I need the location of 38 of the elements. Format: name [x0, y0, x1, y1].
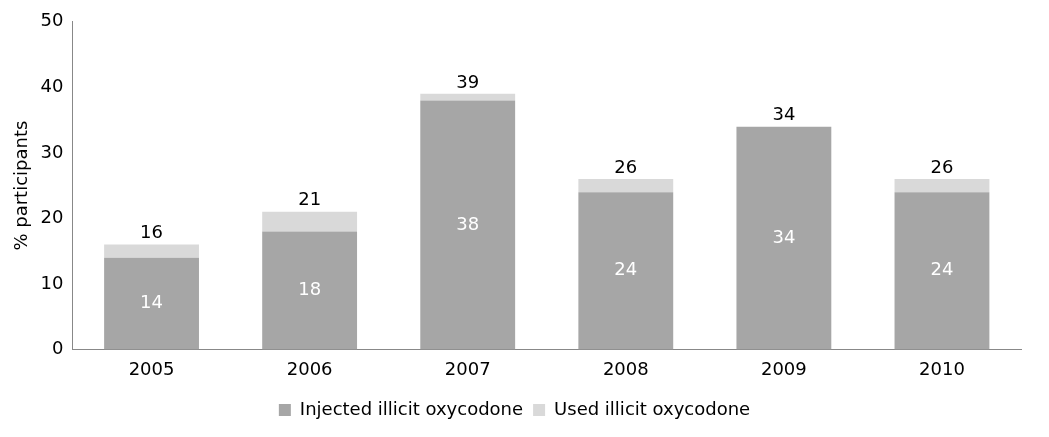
bar	[894, 179, 990, 193]
data-label: 24	[614, 258, 638, 280]
y-axis-title: % participants	[10, 120, 32, 251]
total-label: 39	[456, 70, 480, 92]
y-tick-label: 40	[40, 74, 64, 96]
bar	[894, 192, 990, 350]
bar	[262, 211, 358, 232]
bar	[736, 126, 832, 350]
total-label: 34	[772, 103, 796, 125]
x-tick-label: 2010	[919, 357, 965, 379]
bar	[578, 179, 674, 193]
y-tick-label: 50	[40, 9, 64, 31]
total-label: 21	[298, 188, 322, 210]
legend-label: Used illicit oxycodone	[554, 397, 751, 419]
legend-label: Injected illicit oxycodone	[299, 397, 524, 419]
y-tick-label: 20	[40, 206, 64, 228]
y-tick-label: 30	[40, 140, 64, 162]
data-label: 14	[140, 291, 163, 313]
x-tick-label: 2007	[444, 357, 491, 379]
total-label: 16	[140, 221, 163, 243]
x-tick-label: 2009	[760, 357, 807, 379]
bar	[578, 192, 674, 350]
x-tick-label: 2005	[128, 357, 175, 379]
data-label: 18	[298, 278, 322, 300]
x-tick-label: 2008	[602, 357, 649, 379]
bar	[262, 231, 358, 350]
bar	[420, 100, 516, 350]
y-tick-label: 10	[40, 271, 64, 293]
data-label: 38	[456, 212, 480, 234]
data-label: 34	[772, 225, 796, 247]
bar	[104, 244, 199, 258]
x-tick-label: 2006	[286, 357, 333, 379]
total-label: 26	[614, 155, 638, 177]
bar	[104, 257, 199, 350]
y-tick-label: 0	[52, 337, 64, 359]
total-label: 26	[930, 155, 954, 177]
bar	[420, 93, 516, 101]
data-label: 24	[930, 258, 954, 280]
